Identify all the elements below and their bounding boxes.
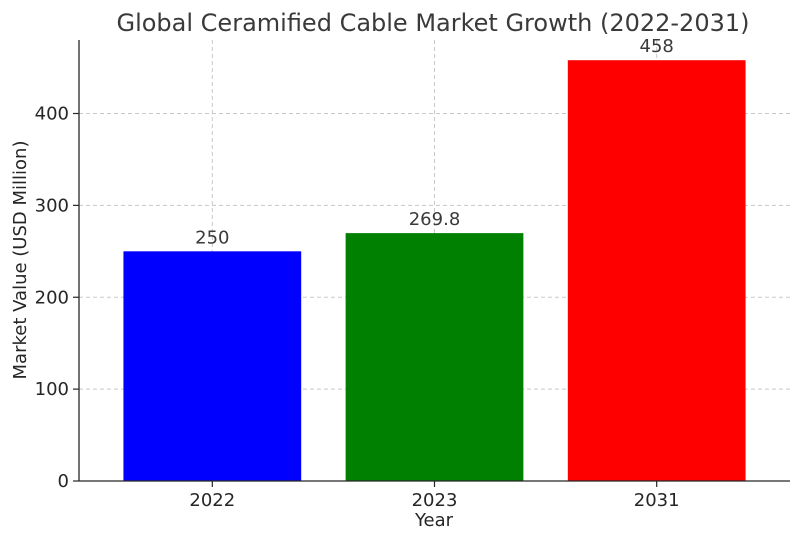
- x-ticks: 2022 2023 2031: [189, 481, 680, 511]
- bars: [123, 60, 746, 482]
- y-tick-label: 0: [58, 471, 69, 492]
- bar-value-label: 269.8: [409, 209, 461, 230]
- x-axis-label: Year: [414, 510, 454, 531]
- y-tick-label: 400: [35, 104, 69, 125]
- chart-title: Global Ceramified Cable Market Growth (2…: [116, 9, 749, 37]
- y-tick-label: 100: [35, 379, 69, 400]
- y-tick-label: 300: [35, 195, 69, 216]
- bar-2023: [345, 233, 524, 481]
- x-tick-label: 2023: [412, 490, 458, 511]
- bar-value-label: 250: [195, 227, 229, 248]
- y-axis-label: Market Value (USD Million): [10, 141, 31, 380]
- x-tick-label: 2022: [189, 490, 235, 511]
- x-tick-label: 2031: [634, 490, 680, 511]
- y-tick-label: 200: [35, 287, 69, 308]
- bar-2022: [123, 251, 302, 481]
- y-ticks: 0 100 200 300 400: [35, 104, 79, 492]
- bar-2031: [567, 60, 746, 482]
- bar-value-label: 458: [640, 36, 674, 57]
- bar-value-labels: 250 269.8 458: [195, 36, 674, 248]
